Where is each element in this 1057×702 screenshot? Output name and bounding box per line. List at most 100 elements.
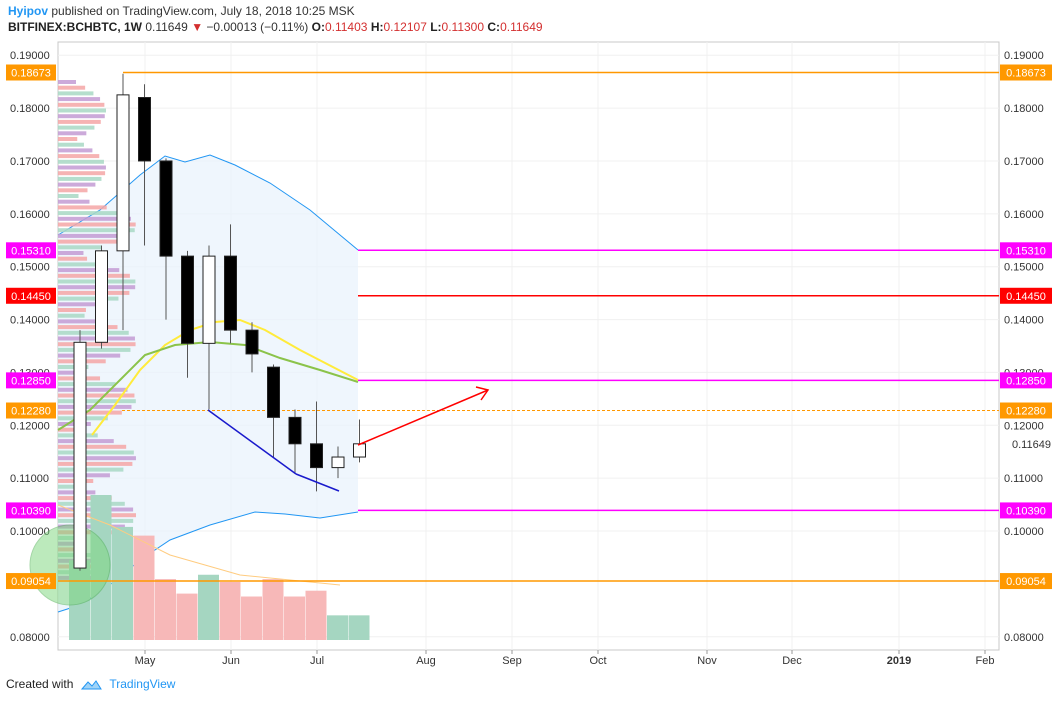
published-text: published on TradingView.com, July 18, 2…: [51, 4, 355, 18]
candle-up: [331, 456, 345, 469]
candle-down: [288, 416, 302, 445]
level-tag-left-bg: [6, 573, 56, 590]
volume-profile-bar: [58, 211, 121, 216]
y-tick-label-right: 0.12000: [1004, 420, 1044, 432]
volume-profile-bar: [58, 165, 106, 170]
level-tag-right: 0.12850: [1006, 375, 1046, 387]
volume-profile-bar: [58, 131, 87, 136]
volume-profile-bar: [58, 91, 94, 96]
level-tag-left: 0.12850: [11, 375, 51, 387]
high-label: H:: [370, 20, 384, 34]
volume-profile-bar: [58, 176, 102, 181]
y-tick-label-left: 0.14000: [10, 315, 50, 327]
price-chart[interactable]: May Jun Jul Aug Sep Oct Nov Dec 2019 Feb 0.19000 0.…: [0, 0, 1057, 670]
volume-profile-bar: [58, 404, 132, 409]
y-tick-label-right: 0.10000: [1004, 526, 1044, 538]
volume-profile-bar: [58, 290, 130, 295]
level-tag-right-bg: [1000, 372, 1052, 389]
volume-profile-bar: [58, 239, 117, 244]
volume-profile-bar: [58, 137, 78, 141]
candle-down: [245, 329, 259, 355]
y-tick-label-right: 0.17000: [1004, 156, 1044, 168]
volume-profile-bar: [58, 273, 130, 278]
volume-profile-bar: [58, 399, 136, 404]
level-tag-left-bg: [6, 372, 56, 389]
publisher-line: Hyipov published on TradingView.com, Jul…: [8, 3, 543, 19]
created-with-text: Created with: [6, 677, 74, 691]
level-tag-left-bg: [6, 242, 56, 259]
volume-bar: [284, 596, 305, 640]
x-tick-label: Dec: [782, 655, 802, 667]
level-tag-right-bg: [1000, 502, 1052, 519]
volume-profile-bar: [58, 216, 131, 221]
volume-profile-bar: [58, 342, 136, 347]
volume-profile-bar: [58, 251, 84, 255]
low-label: L:: [430, 20, 442, 34]
close-value: 0.11649: [500, 20, 543, 34]
x-tick-label: Sep: [502, 655, 522, 667]
volume-profile-bar: [58, 296, 119, 301]
level-tag-right: 0.10390: [1006, 505, 1046, 517]
y-tick-label-left: 0.15000: [10, 262, 50, 274]
volume-profile-bar: [58, 313, 85, 318]
volume-profile-bar: [58, 484, 78, 489]
level-tag-right: 0.15310: [1006, 245, 1046, 257]
volume-profile-bar: [58, 114, 105, 119]
level-tag-right: 0.18673: [1006, 68, 1046, 80]
y-tick-label-right: 0.16000: [1004, 209, 1044, 221]
volume-profile-bar: [58, 97, 101, 102]
tradingview-link[interactable]: TradingView: [109, 677, 176, 691]
band-fill: [58, 155, 358, 612]
level-tag-right: 0.12280: [1006, 406, 1046, 418]
volume-profile-bar: [58, 382, 116, 387]
symbol-label[interactable]: BITFINEX:BCHBTC, 1W: [8, 20, 142, 34]
volume-profile-bar: [58, 188, 88, 193]
volume-profile-bar: [58, 182, 96, 187]
x-tick-label: May: [135, 655, 156, 667]
y-tick-label-right: 0.15000: [1004, 262, 1044, 274]
volume-profile-bar: [58, 148, 93, 153]
volume-profile-bar: [58, 233, 129, 238]
volume-profile-bar: [58, 108, 106, 113]
volume-profile-bar: [58, 159, 104, 164]
low-value: 0.11300: [441, 20, 485, 34]
level-tag-left: 0.09054: [11, 576, 51, 588]
level-tag-left: 0.12280: [11, 406, 51, 418]
candle-down: [224, 255, 237, 331]
level-tag-right-bg: [1000, 64, 1052, 81]
level-tag-left: 0.14450: [11, 291, 51, 303]
open-label: O:: [311, 20, 325, 34]
tradingview-cloud-icon: [81, 680, 103, 690]
author-link[interactable]: Hyipov: [8, 4, 49, 18]
level-tag-left-bg: [6, 402, 56, 419]
y-tick-label-left: 0.19000: [10, 50, 50, 62]
volume-bar: [348, 615, 370, 640]
volume-profile-bar: [58, 456, 136, 461]
candle-down: [181, 255, 194, 344]
x-tick-label: Jun: [222, 655, 240, 667]
volume-profile-bar: [58, 365, 89, 369]
volume-profile-bar: [58, 154, 100, 159]
high-value: 0.12107: [383, 20, 427, 34]
volume-profile-bar: [58, 262, 105, 267]
volume-profile-bar: [58, 205, 107, 210]
volume-profile-bar: [58, 85, 86, 90]
ohlc-line: BITFINEX:BCHBTC, 1W 0.11649 ▼ −0.00013 (…: [8, 19, 543, 35]
candle-up: [95, 250, 108, 343]
y-tick-label-right: 0.18000: [1004, 103, 1044, 115]
candle-down: [310, 443, 323, 469]
candle-up: [73, 341, 87, 569]
volume-bar: [241, 596, 262, 640]
level-tag-right: 0.09054: [1006, 576, 1046, 588]
level-tag-right-bg: [1000, 287, 1052, 304]
y-tick-label-right: 0.08000: [1004, 632, 1044, 644]
y-tick-label-left: 0.16000: [10, 209, 50, 221]
volume-profile-bar: [58, 410, 122, 415]
x-tick-label: Nov: [697, 655, 717, 667]
volume-profile-bar: [58, 325, 118, 330]
last-price-axis-label: 0.11649: [1012, 439, 1051, 451]
y-tick-label-right: 0.14000: [1004, 315, 1044, 327]
y-tick-label-left: 0.08000: [10, 632, 50, 644]
volume-bar: [198, 574, 219, 640]
volume-profile-bar: [58, 308, 86, 312]
